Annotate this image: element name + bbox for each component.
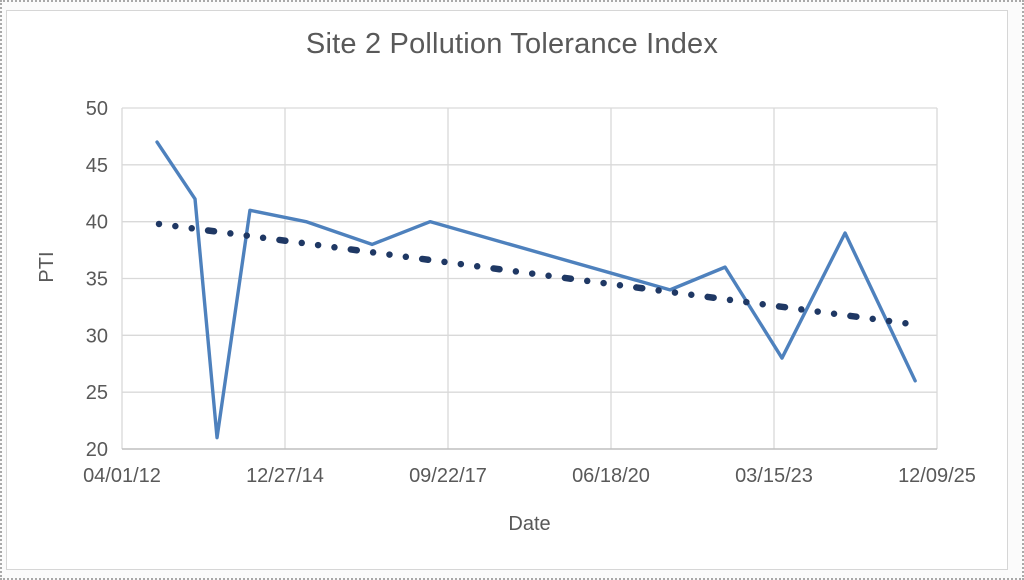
x-tick-label: 03/15/23	[735, 465, 813, 487]
x-tick-label: 04/01/12	[83, 465, 161, 487]
x-tick-label: 09/22/17	[409, 465, 487, 487]
chart-object[interactable]	[6, 10, 1008, 570]
y-tick-label: 25	[86, 382, 108, 404]
y-tick-label: 35	[86, 269, 108, 291]
y-tick-label: 40	[86, 212, 108, 234]
y-axis-title: PTI	[36, 251, 58, 283]
x-axis-title: Date	[508, 513, 551, 535]
x-tick-label: 12/09/25	[898, 465, 976, 487]
data-series-line	[155, 140, 917, 440]
y-tick-label: 30	[86, 325, 108, 347]
trendline	[155, 220, 915, 328]
x-tick-label: 06/18/20	[572, 465, 650, 487]
x-tick-label: 12/27/14	[246, 465, 324, 487]
chart-title: Site 2 Pollution Tolerance Index	[305, 28, 719, 60]
y-tick-label: 45	[86, 155, 108, 177]
y-tick-label: 20	[86, 439, 108, 461]
y-tick-label: 50	[86, 98, 108, 120]
